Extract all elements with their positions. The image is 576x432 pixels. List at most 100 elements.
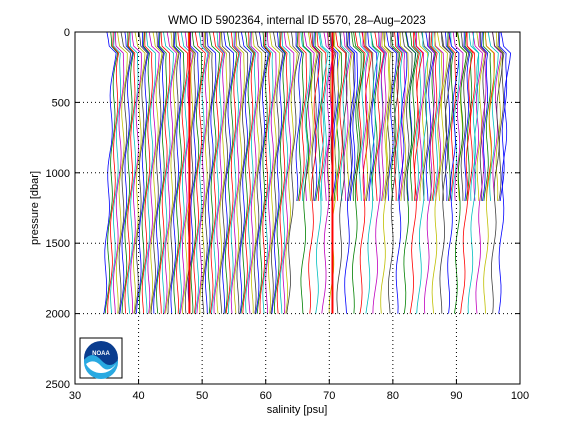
x-tick-label: 80 — [387, 390, 399, 402]
x-tick-label: 100 — [511, 390, 529, 402]
profile-line — [176, 31, 188, 314]
profile-line — [273, 32, 286, 314]
profile-line — [295, 31, 303, 202]
profile-line — [236, 31, 249, 314]
profile-line — [216, 31, 228, 314]
profile-line — [164, 31, 178, 314]
profile-line — [233, 31, 245, 314]
profile-line — [127, 31, 139, 314]
profile-line — [144, 31, 157, 314]
profile-line — [432, 31, 441, 202]
profile-line — [460, 31, 470, 201]
profile-line — [271, 31, 286, 314]
x-axis-title: salinity [psu] — [267, 404, 328, 416]
profile-line — [242, 31, 256, 314]
profile-line — [425, 31, 435, 202]
profile-line — [219, 31, 231, 314]
y-axis-title: pressure [dbar] — [29, 171, 41, 245]
profile-line — [133, 31, 146, 314]
profile-line — [308, 31, 321, 314]
x-axis-ticks: 30 40 50 60 70 80 90 100 — [69, 32, 529, 402]
profile-line — [240, 31, 255, 314]
profile-line — [381, 31, 390, 202]
profile-line — [332, 31, 343, 202]
y-tick-label: 2000 — [46, 309, 70, 321]
profile-line — [118, 31, 132, 314]
profile-line — [119, 31, 134, 314]
x-tick-label: 30 — [69, 390, 81, 402]
profile-line — [253, 31, 266, 314]
profile-line — [415, 31, 425, 202]
profile-line — [335, 31, 346, 202]
profile-line — [158, 31, 171, 314]
profile-line — [351, 31, 364, 314]
profile-line — [463, 31, 471, 202]
profile-line — [193, 31, 206, 314]
profile-line — [230, 31, 242, 314]
profile-line — [179, 31, 192, 314]
profile-line — [495, 31, 504, 202]
profile-line — [441, 31, 451, 202]
profile-line — [161, 31, 174, 314]
profile-line — [279, 32, 291, 314]
profile-line — [481, 31, 489, 202]
profile-line — [268, 31, 281, 314]
chart-title: WMO ID 5902364, internal ID 5570, 28–Aug… — [168, 15, 426, 27]
profile-line — [386, 31, 397, 202]
profile-line — [487, 31, 499, 202]
x-tick-label: 90 — [450, 390, 462, 402]
profile-line — [224, 31, 238, 314]
y-tick-label: 500 — [52, 97, 70, 109]
profile-line — [150, 31, 164, 314]
profile-line — [190, 31, 203, 314]
profile-line — [110, 31, 122, 314]
profile-line — [138, 31, 150, 314]
x-tick-label: 60 — [260, 390, 272, 402]
profile-line — [149, 31, 163, 314]
profile-line — [153, 31, 165, 314]
profile-line — [328, 32, 341, 314]
profile-line — [365, 31, 374, 202]
profile-line — [202, 31, 214, 314]
profile-line — [409, 31, 419, 202]
profile-line — [300, 31, 311, 202]
profile-line — [476, 31, 486, 202]
profile-line — [250, 31, 263, 314]
noaa-logo: NOAA — [79, 337, 123, 379]
profile-line — [285, 31, 298, 314]
profile-line — [428, 31, 437, 202]
profile-line — [141, 31, 153, 314]
profile-line — [307, 31, 318, 202]
profile-line — [213, 31, 226, 314]
y-tick-label: 1500 — [46, 238, 70, 250]
profile-line — [447, 31, 454, 202]
profile-line — [380, 31, 392, 314]
x-tick-label: 50 — [196, 390, 208, 402]
profile-line — [262, 31, 274, 314]
profile-line — [316, 31, 327, 202]
profile-line — [207, 31, 220, 314]
profile-line — [395, 31, 408, 314]
profile-line — [173, 32, 185, 314]
profile-line — [245, 31, 257, 314]
profile-line — [170, 31, 182, 314]
profile-line — [336, 31, 348, 314]
y-tick-label: 0 — [64, 27, 70, 39]
profile-line — [313, 31, 321, 202]
profile-line — [454, 31, 468, 314]
profile-line — [483, 31, 495, 314]
profile-line — [464, 31, 473, 202]
profile-line — [180, 31, 194, 314]
profile-line — [460, 31, 474, 314]
profile-line — [303, 31, 315, 202]
profile-line — [430, 31, 438, 202]
y-tick-label: 2500 — [46, 379, 70, 391]
profile-line — [399, 32, 409, 202]
profile-line — [115, 31, 128, 314]
profile-line — [107, 31, 120, 314]
x-tick-label: 70 — [323, 390, 335, 402]
profile-line — [209, 31, 223, 314]
profile-line — [448, 31, 457, 202]
x-tick-label: 40 — [132, 390, 144, 402]
